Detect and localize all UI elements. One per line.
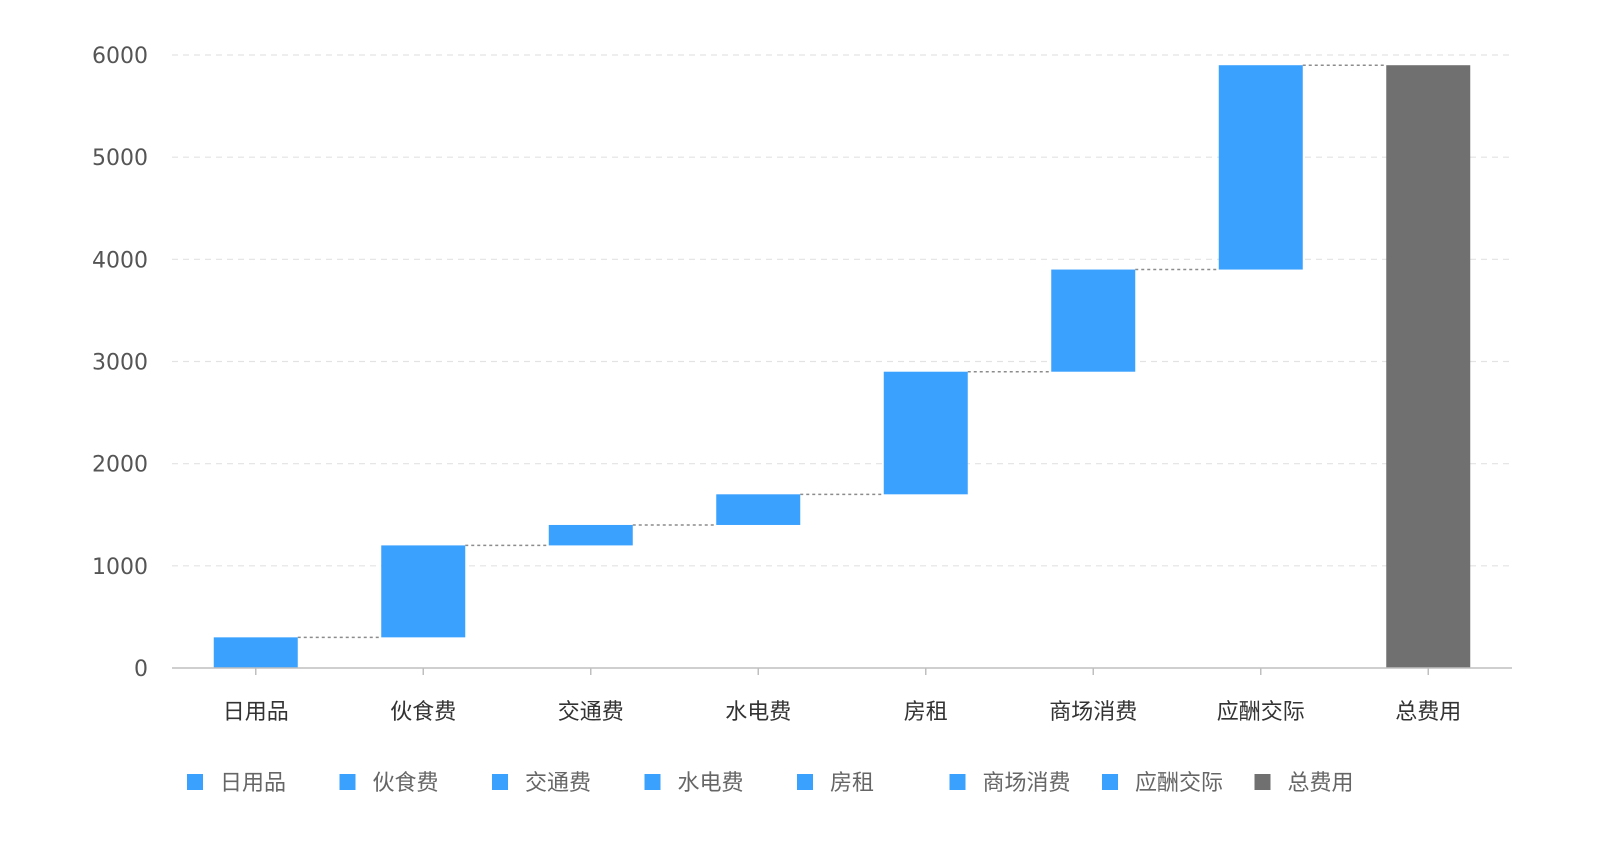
grid-lines — [172, 54, 1512, 567]
legend-item-房租[interactable]: 房租 — [797, 771, 874, 796]
legend-label: 应酬交际 — [1135, 771, 1223, 796]
y-tick-label: 0 — [134, 657, 148, 682]
legend-swatch — [949, 774, 966, 790]
legend-label: 伙食费 — [373, 771, 439, 796]
bar-水电费[interactable] — [716, 494, 801, 525]
y-tick-label: 3000 — [92, 351, 148, 376]
x-tick-label: 应酬交际 — [1217, 700, 1305, 725]
bar-商场消费[interactable] — [1051, 269, 1136, 372]
legend-swatch — [1102, 774, 1118, 790]
legend-swatch — [339, 774, 356, 790]
legend-label: 房租 — [830, 771, 874, 796]
legend-label: 日用品 — [220, 771, 286, 796]
bar-房租[interactable] — [883, 371, 968, 495]
legend-label: 水电费 — [678, 771, 744, 796]
x-tick-label: 房租 — [904, 700, 948, 725]
legend-label: 交通费 — [525, 771, 591, 796]
legend-swatch — [797, 774, 813, 790]
x-tick-label: 总费用 — [1395, 700, 1461, 725]
legend-swatch — [1254, 774, 1271, 790]
y-axis-tick-labels: 0 1000 2000 3000 4000 5000 6000 — [92, 44, 148, 682]
legend-item-交通费[interactable]: 交通费 — [492, 771, 591, 796]
y-tick-label: 5000 — [92, 146, 148, 171]
bar-应酬交际[interactable] — [1218, 65, 1303, 270]
y-tick-label: 2000 — [92, 453, 148, 478]
x-axis — [172, 667, 1512, 675]
x-tick-label: 水电费 — [725, 700, 791, 725]
legend-swatch — [492, 774, 508, 790]
connector-lines — [297, 64, 1387, 639]
legend-item-伙食费[interactable]: 伙食费 — [339, 771, 439, 796]
legend-item-总费用[interactable]: 总费用 — [1254, 771, 1354, 796]
x-tick-label: 交通费 — [558, 700, 624, 725]
bar-交通费[interactable] — [548, 524, 633, 546]
legend-item-应酬交际[interactable]: 应酬交际 — [1102, 771, 1223, 796]
legend-label: 商场消费 — [983, 771, 1071, 796]
x-tick-label: 伙食费 — [390, 700, 456, 725]
bars — [213, 65, 1471, 668]
legend-item-商场消费[interactable]: 商场消费 — [949, 771, 1071, 796]
legend: 日用品 伙食费 交通费 水电费 房租 商场消费 应酬交际 总费用 — [187, 771, 1354, 796]
x-tick-label: 商场消费 — [1049, 700, 1137, 725]
bar-伙食费[interactable] — [381, 545, 466, 638]
bar-总费用[interactable] — [1386, 65, 1471, 668]
legend-label: 总费用 — [1288, 771, 1354, 796]
y-tick-label: 1000 — [92, 555, 148, 580]
y-tick-label: 4000 — [92, 248, 148, 273]
legend-swatch — [187, 774, 203, 790]
legend-swatch — [644, 774, 661, 790]
x-tick-label: 日用品 — [223, 700, 289, 725]
x-axis-category-labels: 日用品 伙食费 交通费 水电费 房租 商场消费 应酬交际 总费用 — [223, 700, 1462, 725]
bar-日用品[interactable] — [213, 637, 298, 668]
y-tick-label: 6000 — [92, 44, 148, 69]
legend-item-水电费[interactable]: 水电费 — [644, 771, 744, 796]
legend-item-日用品[interactable]: 日用品 — [187, 771, 286, 796]
